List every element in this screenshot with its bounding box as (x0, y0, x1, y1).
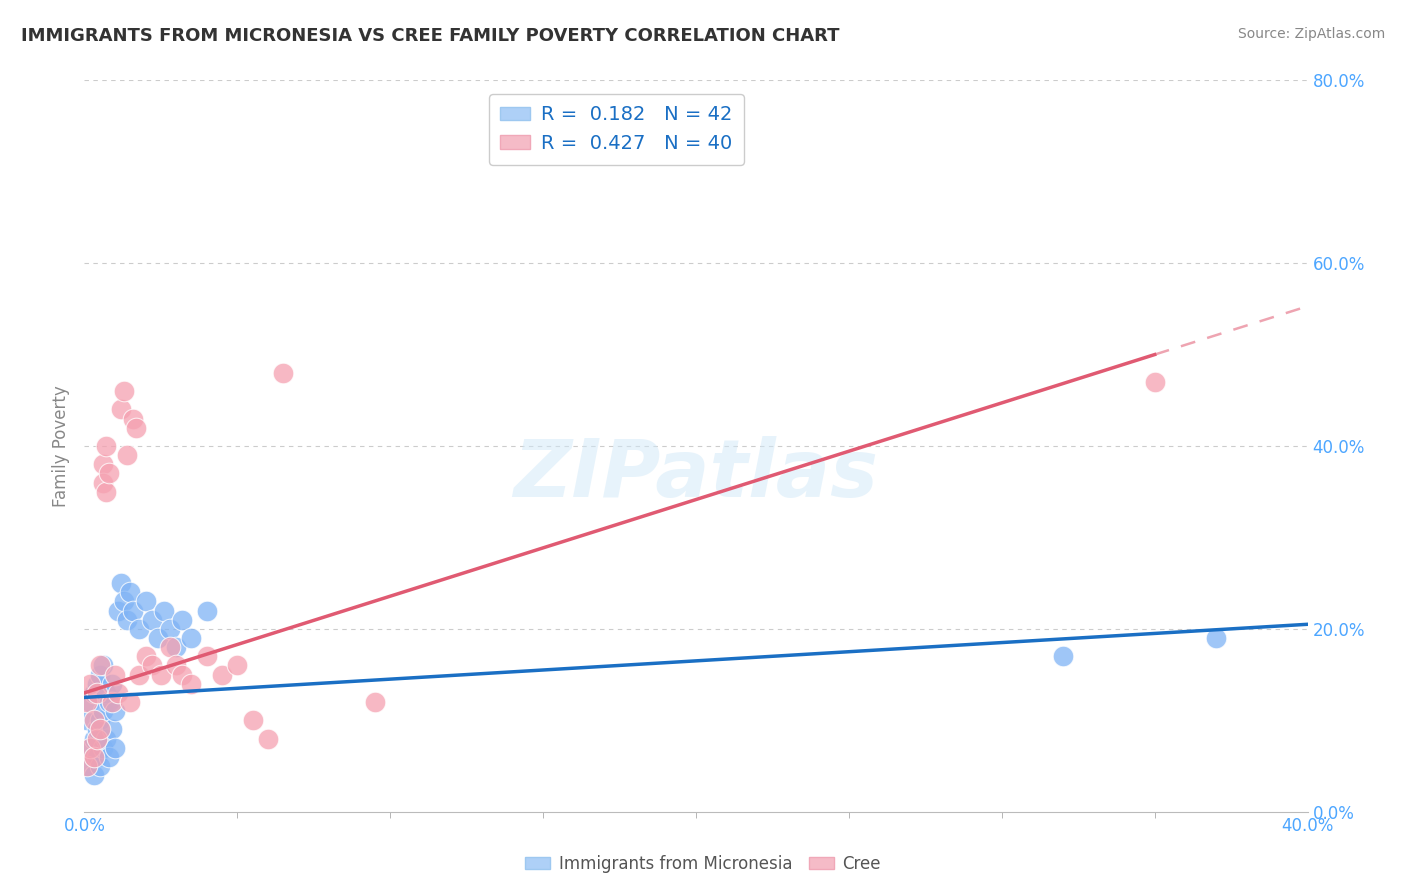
Text: IMMIGRANTS FROM MICRONESIA VS CREE FAMILY POVERTY CORRELATION CHART: IMMIGRANTS FROM MICRONESIA VS CREE FAMIL… (21, 27, 839, 45)
Point (153, 603, 176, 617)
Point (97, 695, 120, 709)
Point (120, 695, 142, 709)
Point (83, 686, 105, 700)
Point (76, 695, 98, 709)
Point (89, 723, 111, 737)
Point (86, 723, 108, 737)
Point (122, 603, 145, 617)
Point (86, 676, 108, 690)
Point (141, 613, 163, 627)
Point (110, 402, 132, 417)
Point (1052, 649, 1074, 664)
Point (165, 640, 187, 655)
Point (91, 457, 114, 471)
Point (104, 667, 127, 681)
Point (101, 676, 124, 690)
Point (89, 658, 111, 673)
Point (86, 749, 108, 764)
Point (135, 649, 157, 664)
Point (83, 731, 105, 746)
Point (135, 594, 157, 608)
Point (1143, 375, 1166, 389)
Point (257, 731, 280, 746)
Legend: R =  0.182   N = 42, R =  0.427   N = 40: R = 0.182 N = 42, R = 0.427 N = 40 (489, 94, 744, 165)
Point (101, 723, 124, 737)
Point (112, 594, 135, 608)
Point (91, 658, 114, 673)
Point (122, 411, 145, 425)
Point (91, 475, 114, 490)
Point (86, 686, 108, 700)
Y-axis label: Family Poverty: Family Poverty (52, 385, 70, 507)
Point (76, 714, 98, 728)
Point (115, 448, 138, 462)
Point (97, 749, 120, 764)
Point (211, 667, 233, 681)
Point (86, 731, 108, 746)
Point (76, 759, 98, 773)
Point (76, 759, 98, 773)
Point (94, 731, 117, 746)
Point (159, 640, 181, 655)
Point (89, 714, 111, 728)
Point (94, 484, 117, 499)
Point (364, 695, 387, 709)
Point (195, 603, 218, 617)
Point (79, 740, 101, 755)
Point (101, 695, 124, 709)
Point (91, 740, 114, 755)
Point (83, 749, 105, 764)
Point (180, 676, 202, 690)
Point (104, 740, 127, 755)
Point (89, 667, 111, 681)
Text: Source: ZipAtlas.com: Source: ZipAtlas.com (1237, 27, 1385, 41)
Point (107, 686, 129, 700)
Point (112, 384, 135, 398)
Point (242, 714, 264, 728)
Text: ZIPatlas: ZIPatlas (513, 436, 879, 515)
Point (79, 676, 101, 690)
Point (120, 585, 142, 599)
Point (94, 686, 117, 700)
Point (128, 667, 150, 681)
Point (172, 613, 194, 627)
Point (107, 603, 129, 617)
Point (89, 759, 111, 773)
Point (110, 576, 132, 591)
Point (180, 631, 202, 645)
Point (115, 613, 138, 627)
Point (159, 622, 181, 636)
Point (226, 658, 249, 673)
Point (146, 631, 169, 645)
Point (149, 667, 172, 681)
Point (91, 704, 114, 718)
Point (195, 649, 218, 664)
Point (165, 658, 187, 673)
Point (141, 658, 163, 673)
Point (104, 704, 127, 718)
Point (97, 467, 120, 481)
Point (1205, 631, 1227, 645)
Point (128, 622, 150, 636)
Point (271, 366, 294, 380)
Legend: Immigrants from Micronesia, Cree: Immigrants from Micronesia, Cree (519, 848, 887, 880)
Point (83, 768, 105, 782)
Point (94, 439, 117, 453)
Point (79, 740, 101, 755)
Point (79, 695, 101, 709)
Point (172, 667, 194, 681)
Point (83, 714, 105, 728)
Point (125, 421, 148, 435)
